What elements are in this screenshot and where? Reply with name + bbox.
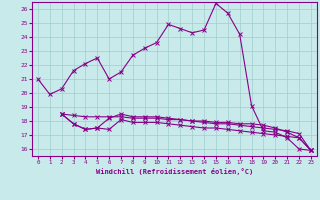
X-axis label: Windchill (Refroidissement éolien,°C): Windchill (Refroidissement éolien,°C): [96, 168, 253, 175]
